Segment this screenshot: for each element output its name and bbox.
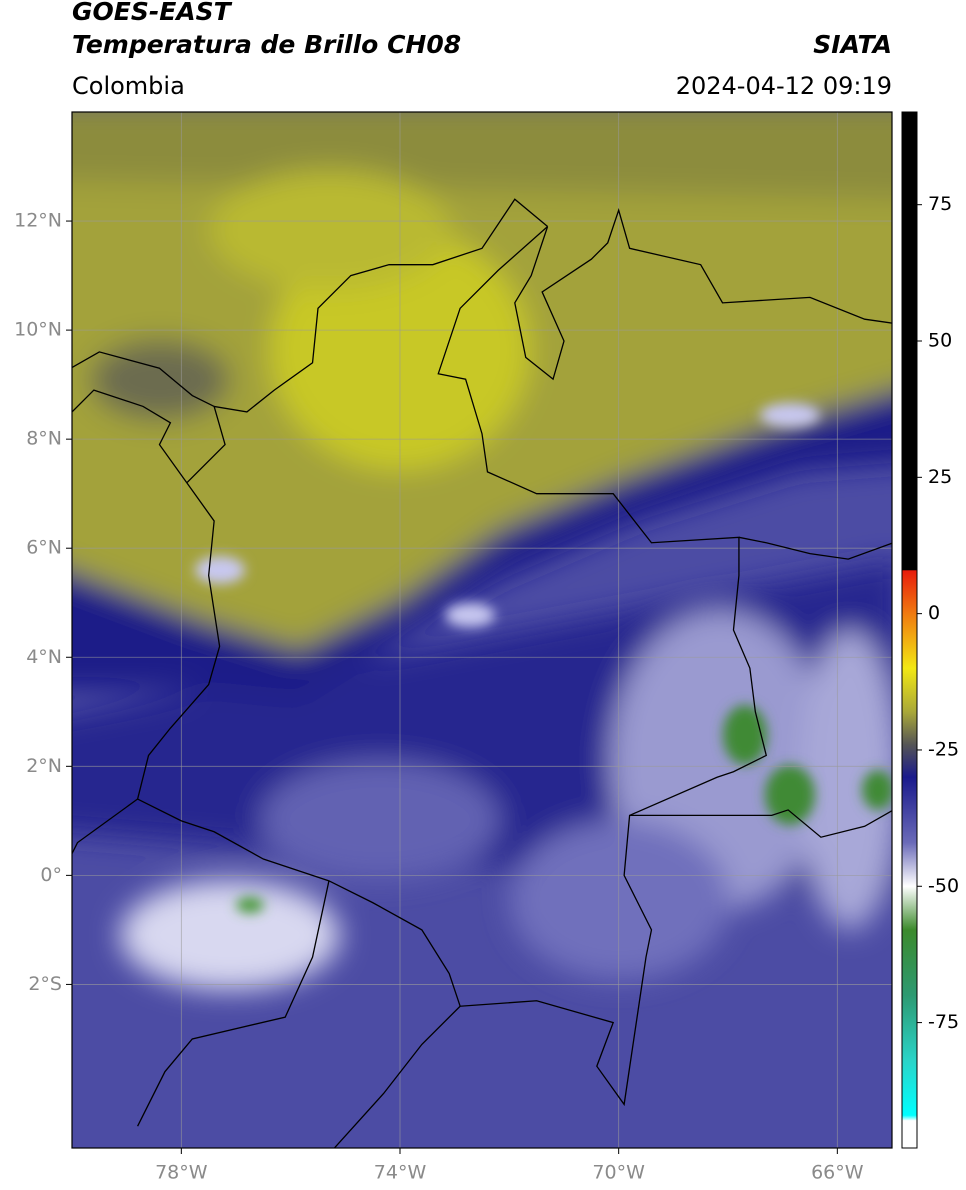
x-tick-label: 70°W [592, 1162, 645, 1184]
x-tick-label: 78°W [155, 1162, 208, 1184]
boundary-line [137, 880, 330, 1127]
y-tick-label: 4°N [26, 646, 62, 668]
boundaries [72, 198, 892, 1148]
x-tick-label: 66°W [811, 1162, 864, 1184]
x-tick-label: 74°W [374, 1162, 427, 1184]
cloud-field [72, 112, 892, 990]
colorbar-tick-label: -50 [928, 875, 959, 897]
timestamp: 2024-04-12 09:19 [676, 72, 892, 100]
gridlines [72, 112, 892, 1148]
boundary-line [738, 536, 892, 560]
boundary-line [629, 809, 892, 838]
boundary-line [72, 389, 188, 484]
colorbar-tick-label: -75 [928, 1011, 959, 1033]
y-tick-label: 2°N [26, 755, 62, 777]
boundary-line [514, 207, 892, 381]
y-tick-label: 0° [40, 864, 62, 886]
y-tick-label: 2°S [28, 973, 62, 995]
colorbar-tick-label: 75 [928, 193, 952, 215]
title: GOES-EAST [72, 0, 233, 26]
boundary-line [136, 226, 768, 1107]
boundary-line [72, 798, 138, 856]
source: SIATA [813, 30, 892, 59]
y-tick-label: 12°N [14, 210, 62, 232]
colorbar-tick-label: 0 [928, 602, 940, 624]
colorbar [901, 111, 918, 1149]
y-tick-label: 10°N [14, 319, 62, 341]
subtitle: Temperatura de Brillo CH08 [72, 30, 461, 59]
boundary-line [333, 1005, 461, 1148]
y-tick-label: 6°N [26, 537, 62, 559]
cold-tops [195, 403, 892, 913]
colorbar-tick-label: -25 [928, 738, 959, 760]
satellite-image [72, 112, 892, 1148]
y-tick-label: 8°N [26, 428, 62, 450]
colorbar-tick-label: 50 [928, 330, 952, 352]
boundary-line [72, 351, 215, 408]
colorbar-tick-label: 25 [928, 466, 952, 488]
map-frame [71, 111, 893, 1149]
region: Colombia [72, 72, 185, 100]
